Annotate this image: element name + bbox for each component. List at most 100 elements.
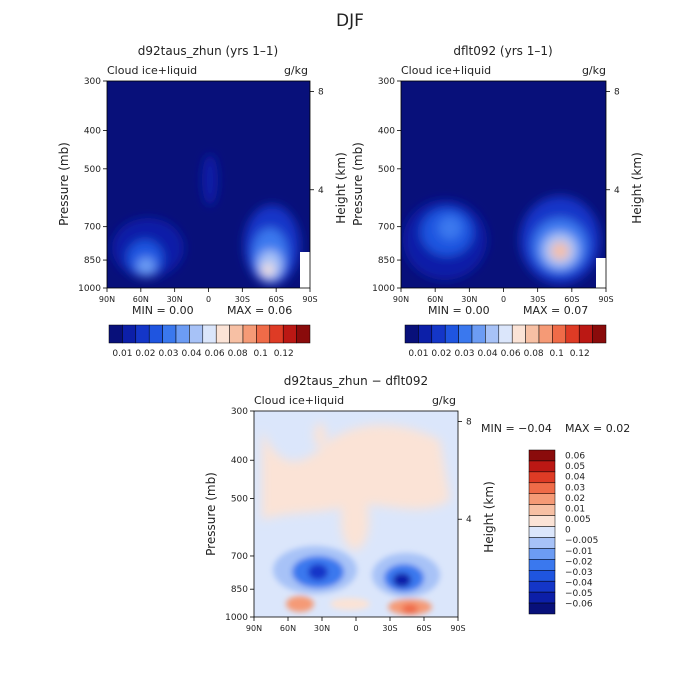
panel-3-positive-upper-region	[262, 425, 450, 520]
panel-3-units-label: g/kg	[432, 394, 456, 407]
panel-2-colorbar-swatch	[592, 324, 607, 344]
panel-3-colorbar-swatch	[528, 504, 556, 516]
panel-2-colorbar-swatch	[444, 324, 459, 344]
panel-2-y-tick-label: 500	[378, 165, 395, 175]
panel-1-colorbar-swatch	[242, 324, 257, 344]
panel-1-colorbar-swatch	[175, 324, 190, 344]
panel-2-colorbar-label: 0.08	[524, 349, 544, 359]
panel-1-height-tick-label: 4	[318, 186, 324, 196]
panel-2-colorbar-swatch	[458, 324, 473, 344]
panel-1-tropical-plume	[202, 154, 218, 206]
panel-2-colorbar-swatch	[525, 324, 540, 344]
panel-1-y-tick-label: 300	[84, 77, 101, 87]
panel-1-colorbar-swatch	[108, 324, 123, 344]
panel-2-colorbar-label: 0.06	[501, 349, 521, 359]
panel-2-ylabel: Pressure (mb)	[351, 142, 365, 226]
panel-1-y2label: Height (km)	[334, 152, 348, 223]
panel-2-colorbar-swatch	[511, 324, 526, 344]
panel-2-colorbar-swatch	[498, 324, 513, 344]
panel-3-y-tick-label: 1000	[225, 613, 248, 623]
panel-1-x-ticks: 90N 60N 30N 0 30S 60S 90S	[99, 288, 318, 304]
panel-3-colorbar-label: 0.005	[565, 515, 591, 525]
panel-3-colorbar-swatch	[528, 580, 556, 593]
panel-3-sh-surface-core	[402, 604, 418, 614]
panel-1-heatmap	[107, 81, 310, 288]
panel-2-x-tick-label: 90S	[598, 295, 613, 304]
panel-3-colorbar-label: 0.05	[565, 462, 585, 472]
panel-3-colorbar-label: 0.02	[565, 494, 585, 504]
panel-3-colorbar-label: −0.04	[565, 579, 593, 589]
panel-3-colorbar-label: 0	[565, 526, 571, 536]
panel-3-x-ticks: 90N 60N 30N 0 30S 60S 90S	[246, 617, 466, 633]
panel-3-tropical-positive	[341, 490, 369, 550]
panel-3-max-text: MAX = 0.02	[565, 422, 630, 435]
panel-3-colorbar-swatch	[528, 537, 556, 549]
panel-2-colorbar-swatch	[565, 324, 580, 344]
panel-3-x-tick-label: 0	[353, 624, 358, 633]
panel-3-height-ticks: 84	[458, 417, 472, 525]
panel-1-y-tick-label: 500	[84, 165, 101, 175]
panel-1-title: d92taus_zhun (yrs 1–1)	[138, 44, 278, 58]
panel-2-colorbar: 0.01 0.02 0.03 0.04 0.06 0.08 0.1 0.12	[404, 324, 607, 359]
panel-1-colorbar-swatch	[135, 324, 150, 344]
panel-2-y-tick-label: 850	[378, 256, 395, 266]
panel-1-colorbar-swatch	[162, 324, 177, 344]
panel-1-colorbar: 0.01 0.02 0.03 0.04 0.06 0.08 0.1 0.12	[108, 324, 311, 359]
panel-3-title: d92taus_zhun − dflt092	[284, 374, 428, 388]
panel-3-x-tick-label: 60S	[416, 624, 431, 633]
panel-1-y-tick-label: 1000	[78, 284, 101, 294]
panel-2-height-tick-label: 8	[614, 88, 620, 98]
panel-1-colorbar-swatch	[282, 324, 297, 344]
panel-3-y-tick-label: 700	[231, 552, 248, 562]
panel-2-y-tick-label: 1000	[372, 284, 395, 294]
panel-3-heatmap	[254, 411, 458, 617]
panel-1-y-ticks: 300 400 500 700 850 1000	[78, 77, 107, 294]
panel-2: dflt092 (yrs 1–1) Cloud ice+liquid g/kg …	[351, 44, 644, 359]
panel-3-variable-label: Cloud ice+liquid	[254, 394, 344, 407]
panel-1-colorbar-swatch	[229, 324, 244, 344]
panel-3-y-tick-label: 500	[231, 494, 248, 504]
panel-1-colorbar-label: 0.06	[205, 349, 225, 359]
panel-3-height-tick-label: 8	[466, 417, 472, 427]
panel-2-colorbar-swatch	[552, 324, 567, 344]
panel-1-x-tick-label: 90S	[302, 295, 317, 304]
panel-1-units-label: g/kg	[284, 64, 308, 77]
panel-3-x-tick-label: 60N	[280, 624, 296, 633]
panel-2-title: dflt092 (yrs 1–1)	[453, 44, 552, 58]
panel-2-colorbar-label: 0.02	[431, 349, 451, 359]
panel-3-height-tick-label: 4	[466, 515, 472, 525]
panel-2-height-tick-label: 4	[614, 186, 620, 196]
panel-2-x-tick-label: 0	[501, 295, 506, 304]
panel-3-x-tick-label: 30S	[382, 624, 397, 633]
panel-2-nh-feature-inner	[438, 216, 462, 240]
panel-2-x-tick-label: 60S	[564, 295, 579, 304]
panel-1-colorbar-label: 0.04	[182, 349, 202, 359]
panel-3-colorbar-swatch	[528, 526, 556, 538]
panel-2-x-tick-label: 30S	[530, 295, 545, 304]
panel-3-y-tick-label: 300	[231, 407, 248, 417]
panel-1-colorbar-swatch	[122, 324, 137, 344]
panel-1-min-text: MIN = 0.00	[132, 304, 194, 317]
panel-2-colorbar-swatch	[431, 324, 446, 344]
panel-3-colorbar-swatch	[528, 493, 556, 505]
panel-2-y-tick-label: 300	[378, 77, 395, 87]
panel-1-colorbar-label: 0.01	[112, 349, 132, 359]
panel-2-y-tick-label: 700	[378, 223, 395, 233]
panel-2-y-ticks: 300 400 500 700 850 1000	[372, 77, 401, 294]
panel-1-x-tick-label: 60S	[269, 295, 284, 304]
panel-1-x-tick-label: 30N	[167, 295, 183, 304]
panel-3-colorbar-label: 0.04	[565, 473, 585, 483]
panel-3-colorbar-swatch	[528, 548, 556, 560]
panel-1-sh-feature-core	[262, 264, 274, 276]
panel-1-colorbar-label: 0.12	[274, 349, 294, 359]
panel-3-nh-surface-positive	[286, 596, 314, 612]
panel-3-y-tick-label: 400	[231, 456, 248, 466]
panel-3-colorbar-swatch	[528, 602, 556, 615]
panel-2-x-tick-label: 30N	[461, 295, 477, 304]
panel-1-x-tick-label: 60N	[133, 295, 149, 304]
panel-3-colorbar-swatch	[528, 471, 556, 484]
panel-1-x-tick-label: 0	[206, 295, 211, 304]
panel-3-colorbar-label: −0.06	[565, 600, 593, 610]
panel-1-colorbar-swatch	[202, 324, 217, 344]
panel-1-ylabel: Pressure (mb)	[57, 142, 71, 226]
